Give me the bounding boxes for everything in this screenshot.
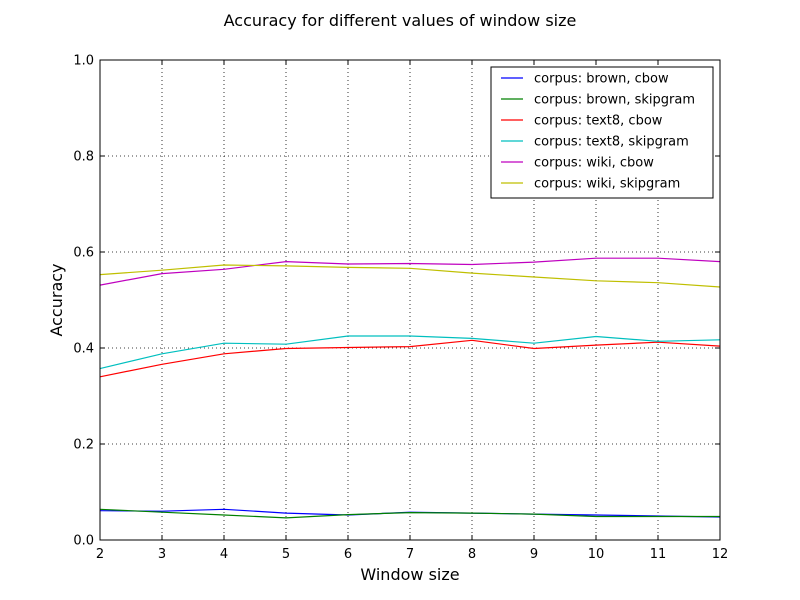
- x-tick-label: 6: [344, 547, 352, 562]
- series-line-2: [99, 339, 721, 378]
- legend-label-4: corpus: wiki, cbow: [534, 156, 654, 171]
- axis-ticks: 2 3 4 5 6 7 8 9 10 11 12 0.0 0.2 0.4 0.6 0.8 1.0: [73, 54, 728, 563]
- legend-label-1: corpus: brown, skipgram: [534, 93, 695, 108]
- y-axis-label: Accuracy: [47, 263, 66, 336]
- legend: corpus: brown, cbow corpus: brown, skipgr…: [490, 66, 714, 199]
- series-lines: [99, 257, 721, 519]
- x-tick-label: 9: [530, 547, 538, 562]
- y-tick-label: 0.0: [73, 534, 94, 549]
- y-tick-label: 0.8: [73, 150, 94, 165]
- series-line-5: [99, 264, 721, 288]
- y-tick-label: 0.2: [73, 438, 94, 453]
- series-line-3: [99, 335, 721, 370]
- x-axis-label: Window size: [360, 565, 459, 584]
- x-tick-label: 11: [650, 547, 667, 562]
- legend-label-2: corpus: text8, cbow: [534, 114, 663, 129]
- legend-box: [490, 66, 714, 199]
- x-tick-label: 10: [588, 547, 605, 562]
- x-tick-label: 4: [220, 547, 228, 562]
- x-tick-label: 2: [96, 547, 104, 562]
- x-tick-label: 7: [406, 547, 414, 562]
- x-tick-label: 5: [282, 547, 290, 562]
- chart-title: Accuracy for different values of window …: [224, 11, 577, 30]
- y-tick-label: 0.4: [73, 342, 94, 357]
- legend-label-5: corpus: wiki, skipgram: [534, 177, 680, 192]
- y-tick-label: 1.0: [73, 54, 94, 69]
- legend-label-3: corpus: text8, skipgram: [534, 135, 689, 150]
- x-tick-label: 8: [468, 547, 476, 562]
- x-tick-label: 12: [712, 547, 729, 562]
- y-tick-label: 0.6: [73, 246, 94, 261]
- legend-label-0: corpus: brown, cbow: [534, 72, 669, 87]
- x-tick-label: 3: [158, 547, 166, 562]
- series-line-4: [99, 257, 721, 286]
- series-line-1: [99, 508, 720, 519]
